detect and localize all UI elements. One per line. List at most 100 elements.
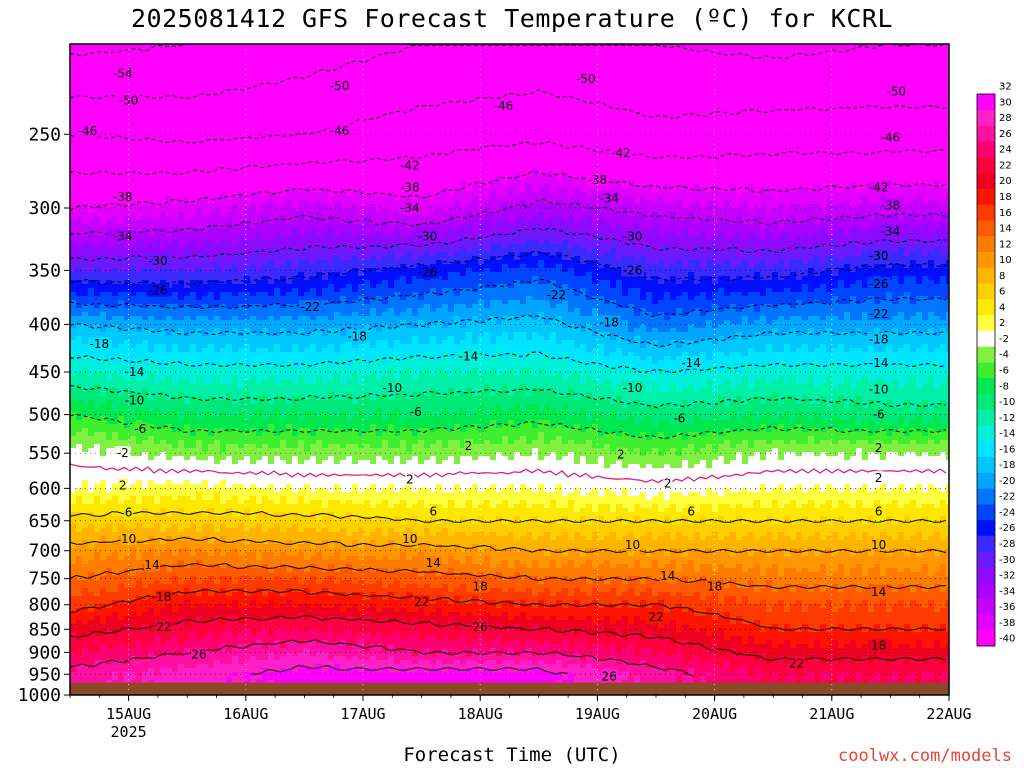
field-cell <box>232 368 239 373</box>
field-cell <box>76 368 83 373</box>
field-cell <box>136 600 143 605</box>
field-cell <box>148 580 155 585</box>
field-cell <box>244 244 251 249</box>
field-cell <box>166 428 173 433</box>
field-cell <box>124 360 131 365</box>
field-cell <box>196 172 203 177</box>
field-cell <box>166 500 173 505</box>
field-cell <box>94 260 101 265</box>
field-cell <box>238 100 245 105</box>
field-cell <box>94 252 101 257</box>
field-cell <box>100 60 107 65</box>
field-cell <box>154 84 161 89</box>
field-cell <box>232 96 239 101</box>
field-cell <box>154 120 161 125</box>
field-cell <box>82 296 89 301</box>
field-cell <box>214 300 221 305</box>
field-cell <box>106 396 113 401</box>
field-cell <box>94 296 101 301</box>
field-cell <box>88 376 95 381</box>
field-cell <box>190 560 197 565</box>
field-cell <box>160 668 167 673</box>
field-cell <box>112 648 119 653</box>
field-cell <box>202 124 209 129</box>
field-cell <box>88 524 95 529</box>
field-cell <box>184 188 191 193</box>
field-cell <box>112 472 119 477</box>
field-cell <box>184 388 191 393</box>
field-cell <box>88 164 95 169</box>
field-cell <box>94 460 101 465</box>
field-cell <box>184 376 191 381</box>
field-cell <box>82 340 89 345</box>
field-cell <box>88 492 95 497</box>
field-cell <box>148 308 155 313</box>
field-cell <box>148 100 155 105</box>
field-cell <box>82 648 89 653</box>
field-cell <box>100 432 107 437</box>
field-cell <box>196 564 203 569</box>
field-cell <box>250 60 257 65</box>
field-cell <box>94 596 101 601</box>
field-cell <box>82 400 89 405</box>
field-cell <box>214 560 221 565</box>
field-cell <box>82 412 89 417</box>
field-cell <box>208 392 215 397</box>
field-cell <box>250 68 257 73</box>
field-cell <box>160 544 167 549</box>
field-cell <box>130 520 137 525</box>
field-cell <box>214 552 221 557</box>
field-cell <box>160 56 167 61</box>
field-cell <box>232 304 239 309</box>
field-cell <box>136 536 143 541</box>
field-cell <box>148 204 155 209</box>
field-cell <box>70 408 77 413</box>
field-cell <box>226 432 233 437</box>
field-cell <box>178 624 185 629</box>
field-cell <box>112 568 119 573</box>
field-cell <box>100 532 107 537</box>
field-cell <box>124 488 131 493</box>
field-cell <box>124 476 131 481</box>
field-cell <box>118 344 125 349</box>
field-cell <box>238 480 245 485</box>
field-cell <box>238 436 245 441</box>
field-cell <box>112 436 119 441</box>
field-cell <box>172 156 179 161</box>
field-cell <box>136 380 143 385</box>
field-cell <box>112 260 119 265</box>
field-cell <box>148 576 155 581</box>
field-cell <box>160 276 167 281</box>
field-cell <box>202 100 209 105</box>
field-cell <box>94 280 101 285</box>
field-cell <box>238 140 245 145</box>
field-cell <box>232 192 239 197</box>
field-cell <box>184 88 191 93</box>
field-cell <box>196 200 203 205</box>
field-cell <box>232 552 239 557</box>
field-cell <box>238 640 245 645</box>
field-cell <box>220 52 227 57</box>
field-cell <box>100 64 107 69</box>
field-cell <box>94 520 101 525</box>
field-cell <box>238 484 245 489</box>
field-cell <box>136 52 143 57</box>
field-cell <box>172 316 179 321</box>
field-cell <box>184 108 191 113</box>
field-cell <box>160 392 167 397</box>
field-cell <box>208 64 215 69</box>
field-cell <box>100 636 107 641</box>
field-cell <box>160 324 167 329</box>
field-cell <box>82 500 89 505</box>
field-cell <box>184 540 191 545</box>
field-cell <box>238 548 245 553</box>
field-cell <box>130 212 137 217</box>
field-cell <box>232 244 239 249</box>
field-cell <box>94 240 101 245</box>
field-cell <box>76 676 83 681</box>
field-cell <box>238 104 245 109</box>
field-cell <box>244 328 251 333</box>
field-cell <box>202 680 209 685</box>
field-cell <box>124 160 131 165</box>
field-cell <box>142 584 149 589</box>
